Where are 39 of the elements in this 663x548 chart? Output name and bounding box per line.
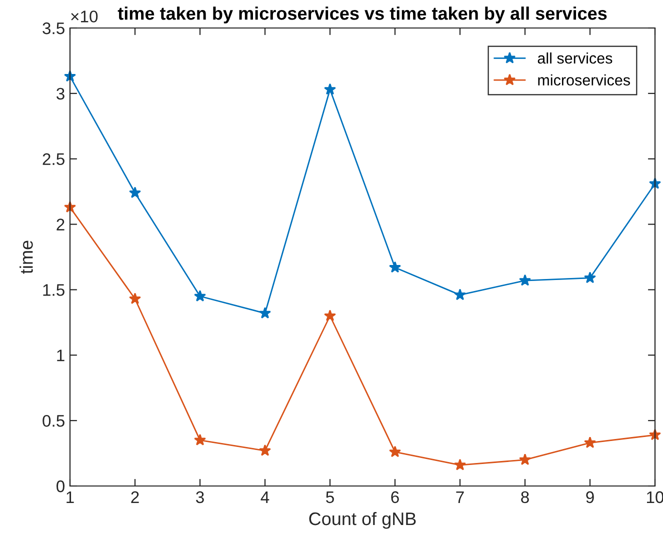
point: [194, 290, 206, 302]
y-tick-label: 1.5: [43, 284, 64, 296]
point: [454, 458, 466, 470]
chart-title: time taken by microservices vs time taken by all services: [118, 6, 607, 24]
y-tick-label: 2.5: [42, 153, 64, 166]
x-tick-label: 9: [586, 491, 594, 504]
point: [519, 454, 531, 466]
legend-label: microservices: [538, 74, 630, 86]
point: [454, 288, 466, 300]
point: [129, 292, 141, 304]
x-tick-label: 2: [131, 491, 139, 503]
y-tick-label: 3.5: [42, 22, 64, 34]
y-tick-label: 3: [56, 88, 64, 100]
y-axis-title: time: [20, 240, 33, 274]
legend-label: all services: [538, 52, 612, 64]
x-tick-label: 5: [326, 491, 334, 504]
y-tick-label: 0: [56, 480, 64, 492]
point: [324, 83, 336, 95]
point: [194, 434, 206, 446]
point: [259, 444, 271, 456]
y-tick-label: 0.5: [42, 414, 64, 427]
x-tick-label: 6: [391, 491, 399, 504]
point: [584, 436, 596, 448]
point: [519, 274, 531, 286]
point: [584, 272, 596, 284]
y-tick-label: 1: [57, 350, 64, 362]
point: [389, 261, 401, 273]
x-axis-title: Count of gNB: [309, 512, 416, 529]
point: [324, 310, 336, 322]
point: [129, 186, 141, 198]
x-tick-label: 3: [196, 491, 204, 504]
x-tick-label: 4: [260, 491, 270, 503]
x-tick-label: 7: [456, 491, 464, 503]
y-tick-label: 2: [56, 218, 64, 230]
x-tick-label: 1: [66, 491, 74, 503]
x-tick-label: 8: [521, 491, 529, 504]
point: [259, 307, 271, 318]
text: ×10: [71, 10, 98, 22]
point: [389, 446, 401, 458]
